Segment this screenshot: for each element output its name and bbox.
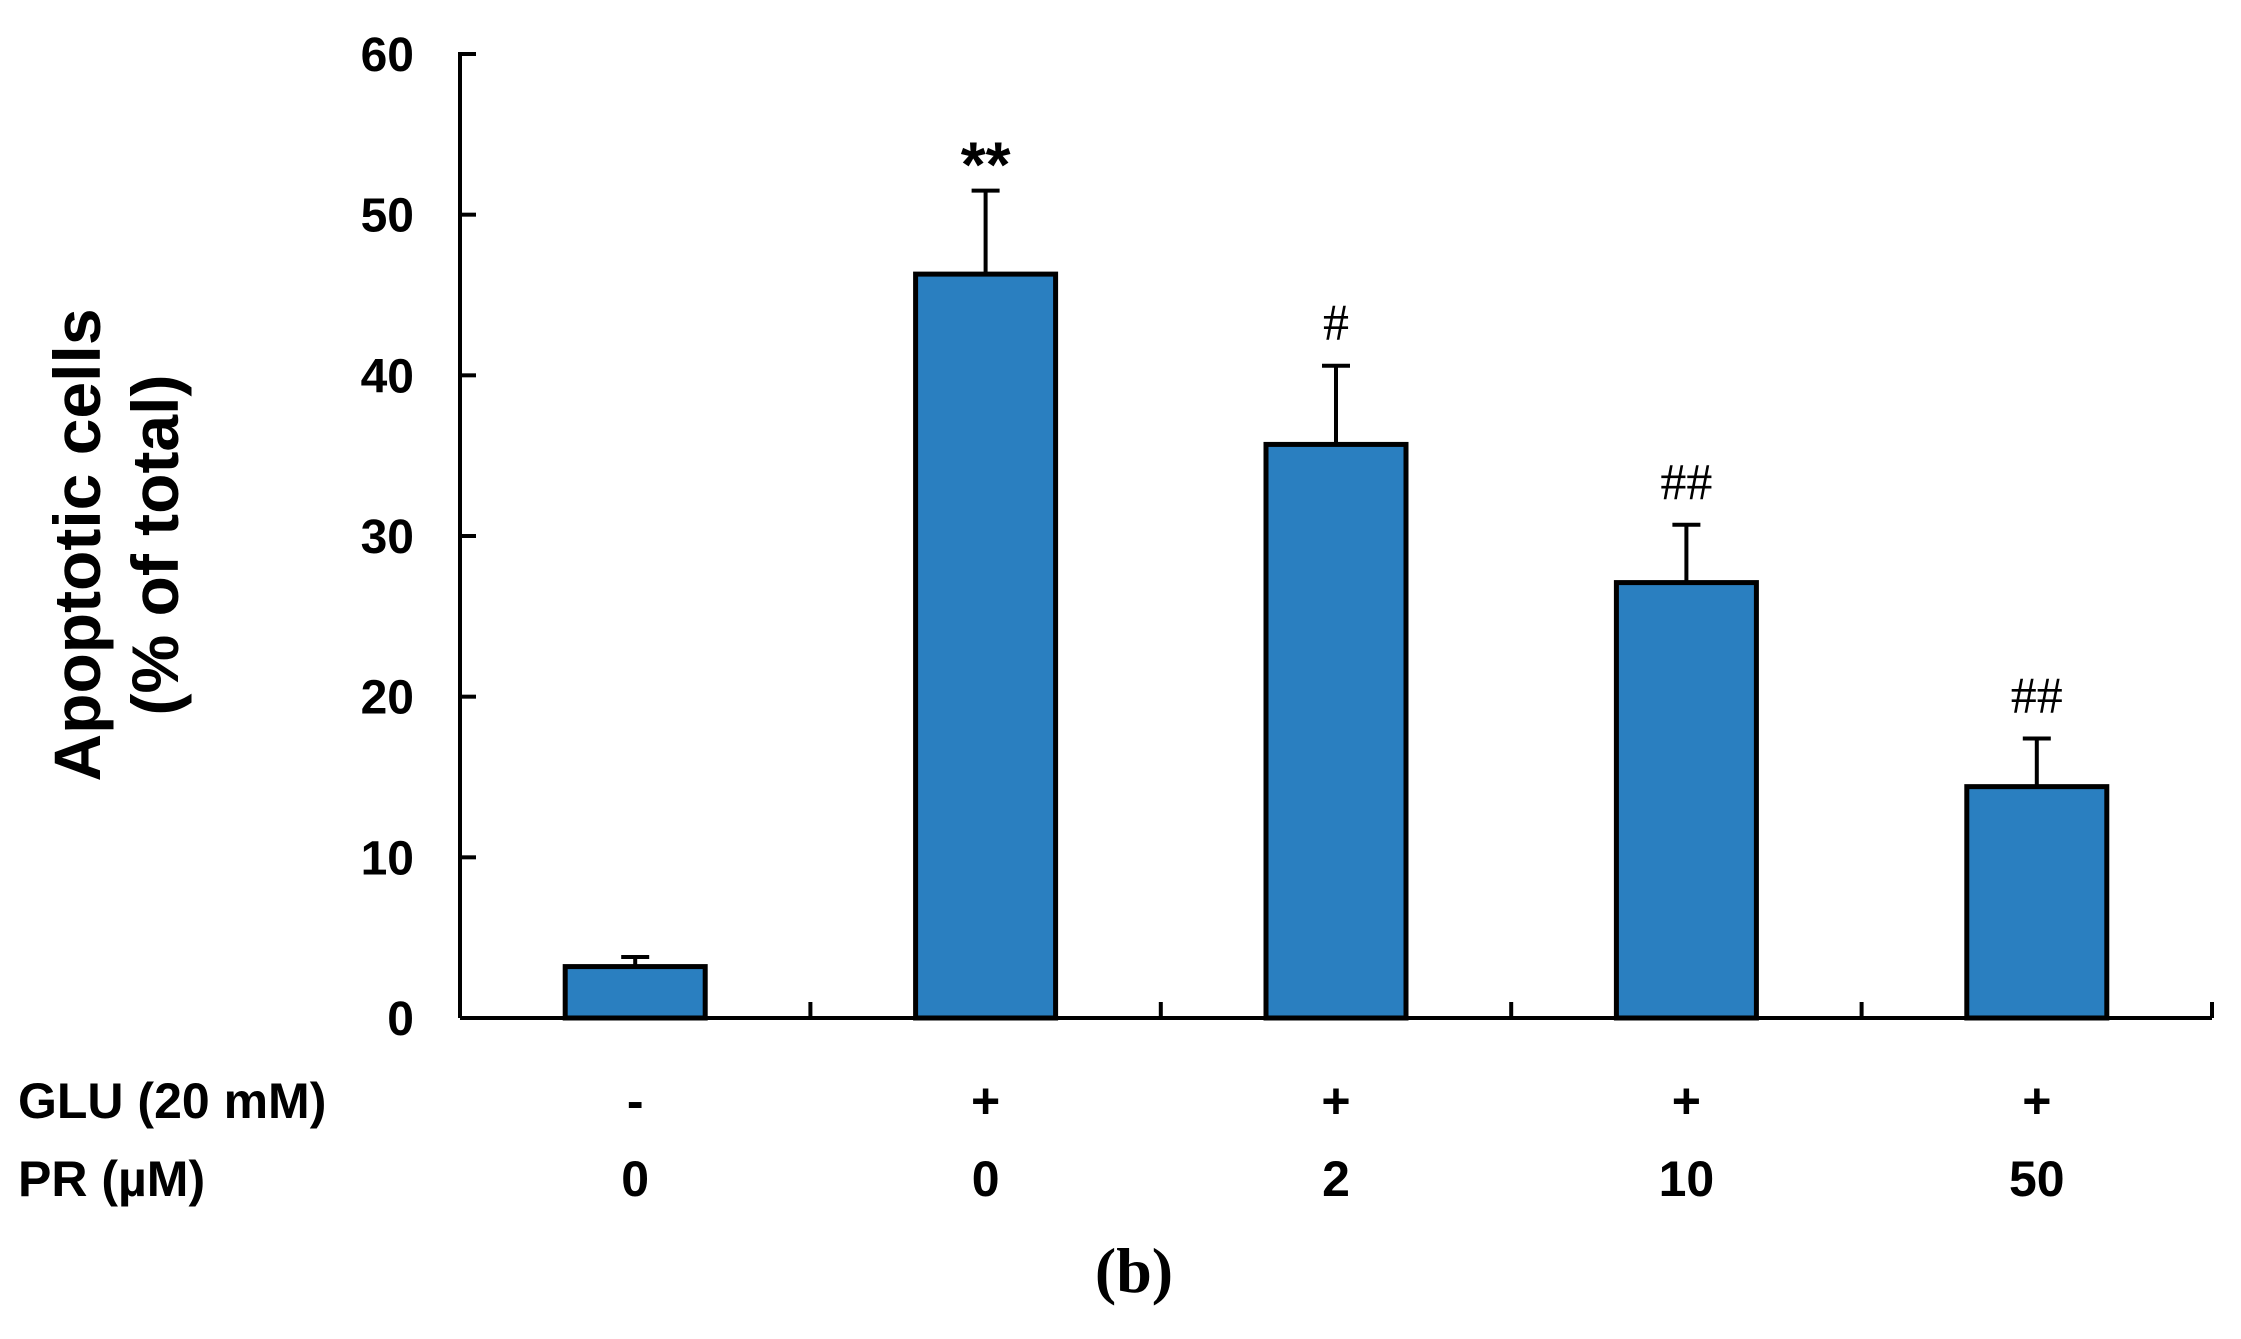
annotation-3: ## <box>1660 454 1712 511</box>
y-axis-label-line2: (% of total) <box>118 375 192 716</box>
annotation-4: ## <box>2011 667 2063 724</box>
glu-row-label: GLU (20 mM) <box>18 1073 326 1129</box>
glu-value-1: + <box>971 1073 1000 1129</box>
bar-2 <box>1263 441 1409 1021</box>
significance-annotations: **##### <box>961 129 2063 725</box>
y-axis-label: Apoptotic cells (% of total) <box>40 308 192 781</box>
y-axis-label-line1: Apoptotic cells <box>40 308 114 781</box>
y-tick-label-5: 50 <box>361 190 414 243</box>
glu-row-values: - + + + + <box>627 1073 2052 1129</box>
y-tick-label-4: 40 <box>361 350 414 403</box>
y-tick-label-0: 0 <box>387 993 414 1046</box>
y-tick-label-3: 30 <box>361 511 414 564</box>
glu-value-2: + <box>1321 1073 1350 1129</box>
y-tick-label-2: 20 <box>361 672 414 725</box>
panel-label: (b) <box>1095 1235 1173 1306</box>
error-bars <box>621 188 2051 967</box>
glu-value-3: + <box>1672 1073 1701 1129</box>
y-axis-ticks: 0 10 20 30 40 50 60 <box>361 29 476 1046</box>
glu-value-4: + <box>2022 1073 2051 1129</box>
pr-value-0: 0 <box>621 1151 649 1207</box>
pr-value-4: 50 <box>2009 1151 2065 1207</box>
bar-0 <box>562 964 708 1021</box>
bar-1 <box>913 271 1059 1021</box>
bar-3 <box>1613 580 1759 1021</box>
pr-row-values: 0 0 2 10 50 <box>621 1151 2064 1207</box>
annotation-1: ** <box>961 129 1011 201</box>
x-axis-ticks <box>458 1002 2214 1018</box>
bar-4 <box>1964 784 2110 1021</box>
y-tick-label-1: 10 <box>361 832 414 885</box>
bars <box>562 271 2110 1021</box>
pr-value-1: 0 <box>972 1151 1000 1207</box>
pr-value-2: 2 <box>1322 1151 1350 1207</box>
annotation-2: # <box>1323 295 1349 352</box>
pr-row-label: PR (µM) <box>18 1151 205 1207</box>
glu-value-0: - <box>627 1073 644 1129</box>
pr-value-3: 10 <box>1659 1151 1715 1207</box>
y-tick-label-6: 60 <box>361 29 414 82</box>
